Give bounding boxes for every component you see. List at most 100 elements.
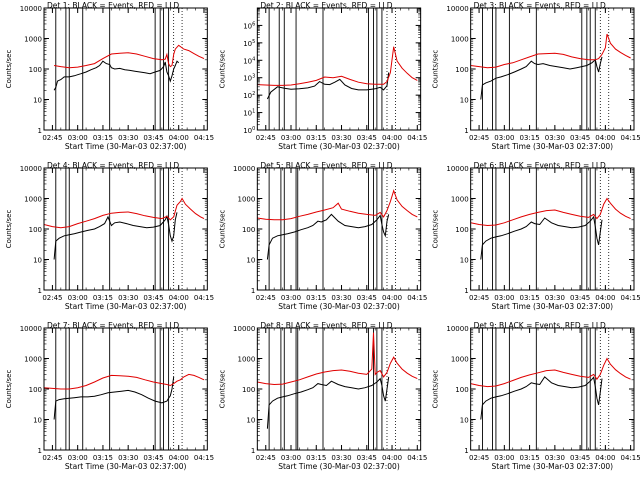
events-series-line	[53, 212, 178, 260]
x-tick-label: 04:15	[407, 454, 427, 462]
y-tick-label: 102	[243, 91, 255, 100]
y-tick-label: 100	[455, 66, 468, 74]
x-tick-label: 04:15	[194, 134, 214, 142]
x-tick-label: 04:00	[595, 454, 615, 462]
x-tick-label: 04:15	[621, 294, 640, 302]
x-tick-label: 03:45	[357, 134, 377, 142]
x-tick-label: 03:15	[519, 134, 539, 142]
plot-frame	[256, 167, 422, 291]
x-tick-label: 02:45	[42, 134, 62, 142]
chart-title: Det 8: BLACK = Events, RED = LLD	[260, 321, 392, 330]
y-tick-label: 1	[38, 447, 42, 455]
x-axis-label: Start Time (30-Mar-03 02:37:00)	[65, 302, 187, 311]
x-tick-label: 03:30	[118, 294, 138, 302]
chart-title: Det 5: BLACK = Events, RED = LLD	[260, 161, 392, 170]
x-tick-label: 03:00	[68, 134, 88, 142]
x-tick-label: 02:45	[469, 134, 489, 142]
y-tick-label: 10	[460, 97, 469, 105]
x-tick-label: 03:45	[143, 294, 163, 302]
x-tick-label: 02:45	[256, 294, 276, 302]
events-series-line	[480, 376, 603, 420]
chart-title: Det 4: BLACK = Events, RED = LLD	[47, 161, 179, 170]
y-tick-label: 1000	[24, 36, 42, 44]
events-series-line	[266, 376, 390, 429]
chart-title: Det 2: BLACK = Events, RED = LLD	[260, 1, 392, 10]
y-axis-label: Counts/sec	[5, 210, 13, 249]
y-tick-label: 104	[243, 56, 255, 65]
x-tick-label: 03:15	[93, 134, 113, 142]
x-tick-label: 03:30	[118, 454, 138, 462]
x-tick-label: 04:00	[595, 134, 615, 142]
events-series-line	[266, 72, 390, 100]
x-tick-label: 03:45	[357, 294, 377, 302]
x-axis-label: Start Time (30-Mar-03 02:37:00)	[278, 302, 400, 311]
chart-panel-6: 1 10 100 1000 10000 02:45 03:00 03:15 03:30 03:45…	[432, 161, 640, 311]
x-tick-label: 03:15	[93, 294, 113, 302]
x-tick-label: 04:15	[407, 134, 427, 142]
plot-frame	[470, 167, 635, 291]
y-tick-label: 105	[243, 39, 255, 48]
x-tick-label: 03:30	[331, 454, 351, 462]
x-tick-label: 03:30	[331, 294, 351, 302]
x-axis-label: Start Time (30-Mar-03 02:37:00)	[278, 462, 400, 471]
y-axis-label: Counts/sec	[432, 50, 440, 89]
x-tick-label: 03:00	[68, 454, 88, 462]
y-tick-label: 101	[243, 109, 255, 118]
chart-title: Det 6: BLACK = Events, RED = LLD	[474, 161, 606, 170]
plot-frame	[43, 167, 208, 291]
x-tick-label: 03:00	[494, 294, 514, 302]
y-tick-label: 10	[460, 417, 469, 425]
lld-series-line	[257, 332, 418, 386]
x-tick-label: 04:00	[595, 294, 615, 302]
y-tick-label: 100	[243, 126, 255, 135]
x-tick-label: 04:15	[407, 294, 427, 302]
chart-panel-3: 1 10 100 1000 10000 02:45 03:00 03:15 03:30 03:45…	[432, 1, 640, 151]
x-tick-label: 04:00	[169, 294, 189, 302]
x-axis-label: Start Time (30-Mar-03 02:37:00)	[492, 302, 614, 311]
y-tick-label: 1000	[24, 196, 42, 204]
x-tick-label: 03:00	[281, 134, 301, 142]
chart-title: Det 1: BLACK = Events, RED = LLD	[47, 1, 179, 10]
events-series-line	[480, 56, 603, 100]
chart-panel-9: 1 10 100 1000 10000 02:45 03:00 03:15 03:30 03:45…	[432, 321, 640, 471]
y-tick-label: 10000	[20, 325, 42, 333]
x-tick-label: 03:45	[357, 454, 377, 462]
y-axis-label: Counts/sec	[432, 210, 440, 249]
chart-panel-2: 100 101 102 103 104 105 106 02:45 03:00 03:15 03:3…	[218, 1, 427, 151]
y-tick-label: 100	[242, 386, 255, 394]
y-tick-label: 10	[33, 97, 42, 105]
x-tick-label: 04:00	[169, 134, 189, 142]
lld-series-line	[470, 33, 631, 69]
x-tick-label: 04:15	[194, 294, 214, 302]
y-tick-label: 1	[464, 287, 468, 295]
y-axis-label: Counts/sec	[5, 50, 13, 89]
x-tick-label: 03:30	[545, 294, 565, 302]
x-tick-label: 03:15	[306, 134, 326, 142]
y-tick-label: 1000	[24, 356, 42, 364]
x-tick-label: 03:45	[570, 134, 590, 142]
y-tick-label: 100	[455, 226, 468, 234]
y-tick-label: 10000	[446, 325, 468, 333]
x-axis-label: Start Time (30-Mar-03 02:37:00)	[492, 142, 614, 151]
y-tick-label: 100	[29, 66, 42, 74]
x-tick-label: 03:30	[331, 134, 351, 142]
y-axis-label: Counts/sec	[218, 50, 226, 89]
x-tick-label: 02:45	[469, 454, 489, 462]
y-tick-label: 10	[33, 417, 42, 425]
plot-frame	[470, 7, 635, 131]
y-tick-label: 100	[242, 226, 255, 234]
chart-title: Det 9: BLACK = Events, RED = LLD	[474, 321, 606, 330]
x-tick-label: 03:30	[545, 454, 565, 462]
x-tick-label: 03:00	[494, 134, 514, 142]
lld-series-line	[470, 357, 631, 388]
events-series-line	[266, 213, 390, 260]
x-tick-label: 04:00	[169, 454, 189, 462]
lld-series-line	[44, 373, 205, 390]
plot-frame	[256, 7, 422, 131]
y-axis-label: Counts/sec	[218, 370, 226, 409]
lld-series-line	[470, 197, 631, 227]
lld-series-line	[54, 44, 205, 69]
y-tick-label: 1000	[451, 196, 469, 204]
events-series-line	[480, 215, 603, 260]
